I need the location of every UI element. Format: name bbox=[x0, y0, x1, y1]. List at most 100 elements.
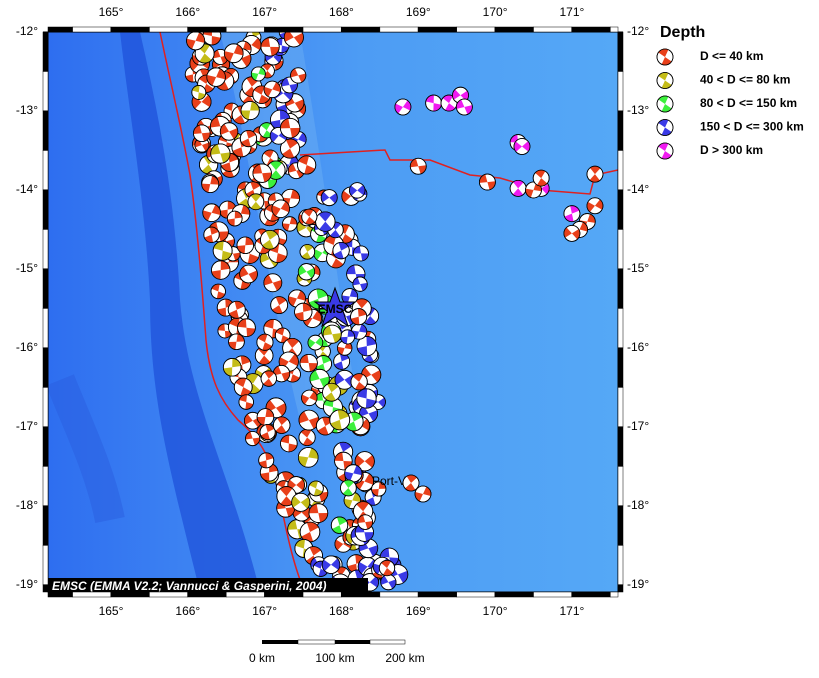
frame-bar bbox=[617, 545, 624, 586]
beachball-lobe bbox=[586, 199, 603, 213]
beachball bbox=[354, 451, 375, 472]
beachball-lobe bbox=[589, 166, 601, 183]
beachball bbox=[260, 370, 277, 387]
beachball bbox=[210, 143, 231, 164]
beachball bbox=[211, 260, 231, 280]
beachball-lobe bbox=[244, 76, 260, 97]
beachball-outline bbox=[330, 516, 349, 534]
beachball-lobe bbox=[345, 412, 363, 431]
frame-bar bbox=[610, 591, 619, 598]
beachball-lobe bbox=[344, 465, 362, 482]
beachball-outline bbox=[297, 263, 316, 281]
beachball bbox=[233, 377, 253, 397]
beachball bbox=[299, 521, 321, 543]
lat-tick-label: -17° bbox=[627, 419, 649, 433]
beachball-outline bbox=[307, 288, 329, 310]
beachball-lobe bbox=[298, 155, 315, 175]
map-area: Port-Vila EMSC EMSC (EMMA V2.2; Vannucci… bbox=[48, 32, 618, 592]
frame-bar bbox=[187, 26, 227, 33]
beachball-outline bbox=[334, 451, 353, 471]
beachball-lobe bbox=[298, 265, 315, 279]
beachball-lobe bbox=[260, 251, 279, 267]
beachball-lobe bbox=[219, 201, 237, 219]
lon-tick-label: 167° bbox=[252, 5, 277, 19]
beachball-lobe bbox=[307, 337, 323, 349]
beachball-lobe bbox=[227, 211, 243, 226]
frame-bar bbox=[617, 347, 624, 388]
beachball-lobe bbox=[333, 242, 349, 259]
beachball-outline bbox=[236, 236, 254, 255]
frame-bar bbox=[42, 150, 49, 191]
beachball-outline bbox=[350, 373, 368, 391]
frame-bar bbox=[456, 26, 496, 33]
frame-bar bbox=[264, 26, 304, 33]
beachball-lobe bbox=[257, 408, 274, 426]
beachball-outline bbox=[237, 318, 256, 338]
beachball-outline bbox=[299, 353, 318, 373]
beachball-outline bbox=[201, 175, 220, 194]
beachball-lobe bbox=[300, 429, 314, 446]
beachball bbox=[586, 165, 604, 183]
beachball bbox=[525, 181, 542, 199]
beachball-lobe bbox=[308, 289, 328, 309]
frame-bar bbox=[42, 584, 49, 593]
beachball bbox=[380, 574, 397, 591]
frame-bar bbox=[418, 591, 457, 598]
beachball-lobe bbox=[563, 227, 580, 240]
lat-tick-label: -17° bbox=[16, 419, 38, 433]
beachball bbox=[210, 283, 226, 300]
beachball-lobe bbox=[381, 560, 393, 576]
beachball bbox=[563, 225, 581, 242]
credit-box bbox=[48, 578, 368, 592]
beachball bbox=[378, 559, 396, 577]
frame-bar bbox=[617, 268, 624, 309]
lat-tick-label: -15° bbox=[16, 261, 38, 275]
beachball bbox=[586, 197, 604, 215]
beachball-outline bbox=[280, 434, 298, 453]
beachball-lobe bbox=[263, 274, 282, 291]
beachball-lobe bbox=[246, 181, 261, 199]
frame-bar bbox=[571, 26, 611, 33]
beachball-lobe bbox=[211, 260, 230, 280]
beachball-outline bbox=[356, 336, 377, 357]
beachball bbox=[334, 369, 355, 390]
beachball bbox=[290, 67, 307, 84]
beachball bbox=[299, 244, 316, 260]
beachball-lobe bbox=[425, 95, 442, 112]
beachball-outline bbox=[525, 181, 542, 199]
beachball bbox=[252, 163, 272, 183]
beachball-outline bbox=[270, 296, 289, 314]
beachball-outline bbox=[586, 165, 604, 183]
beachball bbox=[357, 514, 374, 530]
beachball-lobe bbox=[301, 244, 314, 260]
beachball bbox=[256, 408, 275, 426]
beachball-outline bbox=[210, 143, 231, 164]
lat-tick-label: -19° bbox=[16, 577, 38, 591]
frame-bar bbox=[617, 505, 624, 546]
beachball-lobe bbox=[334, 452, 353, 470]
beachball-lobe bbox=[359, 405, 378, 422]
beachball-lobe bbox=[221, 153, 239, 172]
beachball-lobe bbox=[197, 43, 212, 64]
beachball bbox=[237, 318, 256, 338]
beachball-lobe bbox=[199, 75, 214, 93]
beachball bbox=[219, 122, 239, 141]
beachball-lobe bbox=[525, 182, 542, 198]
beachball-outline bbox=[252, 163, 272, 183]
lat-tick-label: -15° bbox=[627, 261, 649, 275]
frame-bar bbox=[494, 591, 534, 598]
beachball-outline bbox=[299, 244, 316, 260]
beachball-lobe bbox=[201, 175, 219, 193]
beachball-outline bbox=[283, 32, 304, 48]
beachball-lobe bbox=[294, 303, 312, 321]
beachball-lobe bbox=[252, 164, 272, 183]
beachball bbox=[308, 480, 324, 497]
beachball-lobe bbox=[309, 370, 330, 388]
frame-bar bbox=[264, 591, 304, 598]
beachball-lobe bbox=[204, 227, 219, 243]
beachball-lobe bbox=[357, 336, 377, 356]
beachball-lobe bbox=[217, 323, 232, 338]
beachball-lobe bbox=[263, 370, 275, 387]
beachball-outline bbox=[263, 273, 283, 293]
beachball bbox=[402, 474, 420, 492]
